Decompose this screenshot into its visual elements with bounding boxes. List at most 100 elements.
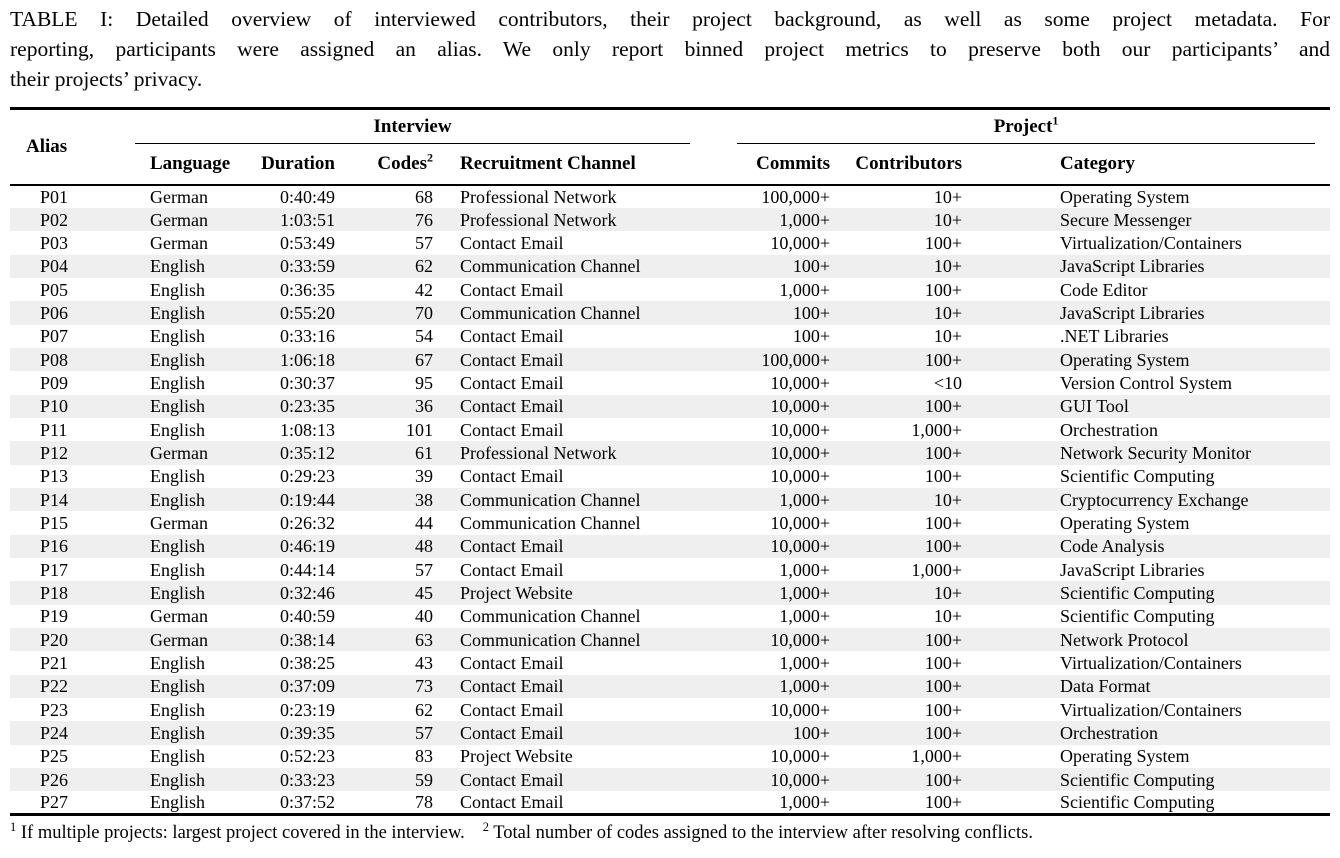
table-row: P06 English 0:55:20 70 Communication Cha… bbox=[10, 301, 1331, 325]
cell-category: Scientific Computing bbox=[1060, 769, 1215, 790]
table-row: P11 English 1:08:13 101 Contact Email 10… bbox=[10, 418, 1330, 441]
table-row: P02 German 1:03:51 76 Professional Netwo… bbox=[10, 207, 1331, 232]
cell-recruitment-channel: Communication Channel bbox=[460, 512, 641, 533]
cell-contributors: 1,000+ bbox=[911, 419, 963, 440]
cell-contributors: 10+ bbox=[933, 302, 963, 323]
cell-contributors: <10 bbox=[933, 372, 963, 393]
cell-codes: 57 bbox=[415, 232, 433, 253]
cell-recruitment-channel: Communication Channel bbox=[460, 302, 641, 323]
cell-duration: 0:46:19 bbox=[279, 536, 335, 557]
cell-codes: 78 bbox=[415, 792, 433, 813]
cell-duration: 0:38:14 bbox=[279, 629, 335, 650]
cell-category: Network Protocol bbox=[1060, 629, 1189, 650]
cell-commits: 1,000+ bbox=[779, 489, 831, 510]
cell-duration: 0:26:32 bbox=[279, 512, 335, 533]
cell-language: English bbox=[150, 583, 206, 604]
table-row: P22 English 0:37:09 73 Contact Email 1,0… bbox=[10, 674, 1331, 699]
cell-codes: 83 bbox=[415, 746, 433, 767]
cell-duration: 0:44:14 bbox=[279, 559, 335, 580]
cell-commits: 100,000+ bbox=[761, 186, 831, 207]
cell-commits: 1,000+ bbox=[779, 653, 831, 674]
cell-commits: 10,000+ bbox=[770, 232, 831, 253]
cell-duration: 0:33:59 bbox=[279, 256, 335, 277]
cell-alias: P24 bbox=[40, 723, 69, 744]
cell-contributors: 10+ bbox=[933, 326, 963, 347]
cell-duration: 0:40:59 bbox=[279, 606, 335, 627]
cell-commits: 1,000+ bbox=[779, 209, 831, 230]
cell-contributors: 100+ bbox=[924, 653, 963, 674]
cell-category: Code Editor bbox=[1060, 279, 1148, 300]
cell-duration: 0:33:16 bbox=[279, 326, 335, 347]
table-row: P16 English 0:46:19 48 Contact Email 10,… bbox=[10, 534, 1331, 558]
cell-recruitment-channel: Contact Email bbox=[460, 559, 564, 580]
cell-alias: P18 bbox=[40, 583, 69, 604]
cell-codes: 101 bbox=[406, 419, 433, 440]
cell-commits: 1,000+ bbox=[779, 606, 831, 627]
column-header-commits: Commits bbox=[756, 152, 831, 174]
cell-contributors: 10+ bbox=[933, 186, 963, 207]
cell-recruitment-channel: Contact Email bbox=[460, 326, 564, 347]
cell-alias: P14 bbox=[40, 489, 69, 510]
cell-commits: 10,000+ bbox=[770, 746, 831, 767]
cell-recruitment-channel: Contact Email bbox=[460, 769, 564, 790]
cell-language: English bbox=[150, 559, 206, 580]
cell-category: Data Format bbox=[1060, 676, 1151, 697]
cell-language: English bbox=[150, 419, 206, 440]
cell-codes: 44 bbox=[415, 512, 433, 533]
cell-category: Scientific Computing bbox=[1060, 466, 1215, 487]
cell-category: Operating System bbox=[1060, 186, 1190, 207]
cell-duration: 0:36:35 bbox=[279, 279, 335, 300]
column-header-recruitment-channel: Recruitment Channel bbox=[460, 152, 636, 174]
cell-contributors: 100+ bbox=[924, 466, 963, 487]
column-group-project: Project1 bbox=[695, 109, 1330, 144]
footnote-1-text: If multiple projects: largest project co… bbox=[20, 823, 465, 844]
cell-commits: 10,000+ bbox=[770, 536, 831, 557]
cell-codes: 38 bbox=[415, 489, 433, 510]
cell-alias: P25 bbox=[40, 746, 69, 767]
cell-contributors: 100+ bbox=[924, 769, 963, 790]
caption-line-2: reporting, participants were assigned an… bbox=[10, 37, 1330, 61]
cell-recruitment-channel: Communication Channel bbox=[460, 256, 641, 277]
cell-recruitment-channel: Contact Email bbox=[460, 349, 564, 370]
footnote-1: 1 If multiple projects: largest project … bbox=[10, 821, 465, 844]
table-caption: TABLE I: Detailed overview of interviewe… bbox=[10, 4, 1330, 94]
cell-codes: 61 bbox=[415, 442, 433, 463]
cell-duration: 0:30:37 bbox=[279, 372, 335, 393]
cell-contributors: 10+ bbox=[933, 209, 963, 230]
cell-contributors: 10+ bbox=[933, 606, 963, 627]
caption-line-1: TABLE I: Detailed overview of interviewe… bbox=[10, 7, 1330, 31]
cell-duration: 0:23:19 bbox=[279, 699, 335, 720]
cell-codes: 43 bbox=[415, 653, 433, 674]
interview-group-label: Interview bbox=[373, 115, 452, 137]
cell-contributors: 100+ bbox=[924, 396, 963, 417]
column-header-category: Category bbox=[1060, 152, 1135, 174]
group-header-row: Alias Interview Project1 bbox=[10, 109, 1330, 157]
table-footnotes: 1 If multiple projects: largest project … bbox=[10, 821, 1330, 844]
cell-recruitment-channel: Contact Email bbox=[460, 419, 564, 440]
cell-codes: 59 bbox=[415, 769, 433, 790]
cell-recruitment-channel: Communication Channel bbox=[460, 606, 641, 627]
cell-language: English bbox=[150, 653, 206, 674]
cell-duration: 1:06:18 bbox=[279, 349, 335, 370]
footnote-2: 2 Total number of codes assigned to the … bbox=[483, 821, 1033, 843]
cell-codes: 57 bbox=[415, 723, 433, 744]
cell-alias: P04 bbox=[40, 256, 69, 277]
cell-recruitment-channel: Contact Email bbox=[460, 676, 564, 697]
cell-contributors: 100+ bbox=[924, 232, 963, 253]
cell-alias: P03 bbox=[40, 232, 69, 253]
cell-alias: P27 bbox=[40, 792, 69, 813]
cell-duration: 0:19:44 bbox=[279, 489, 335, 510]
column-group-interview: Interview bbox=[130, 109, 695, 144]
cell-category: Network Security Monitor bbox=[1060, 442, 1251, 463]
cell-recruitment-channel: Communication Channel bbox=[460, 629, 641, 650]
cell-contributors: 100+ bbox=[924, 676, 963, 697]
cell-category: JavaScript Libraries bbox=[1060, 302, 1205, 323]
cell-alias: P19 bbox=[40, 606, 69, 627]
cell-commits: 10,000+ bbox=[770, 442, 831, 463]
cell-alias: P11 bbox=[40, 419, 68, 440]
table-header: Alias Interview Project1 Language Durati… bbox=[10, 109, 1331, 185]
table-row: P17 English 0:44:14 57 Contact Email 1,0… bbox=[10, 558, 1330, 581]
cell-language: German bbox=[150, 606, 208, 627]
column-header-language: Language bbox=[150, 152, 231, 174]
cell-contributors: 10+ bbox=[933, 583, 963, 604]
